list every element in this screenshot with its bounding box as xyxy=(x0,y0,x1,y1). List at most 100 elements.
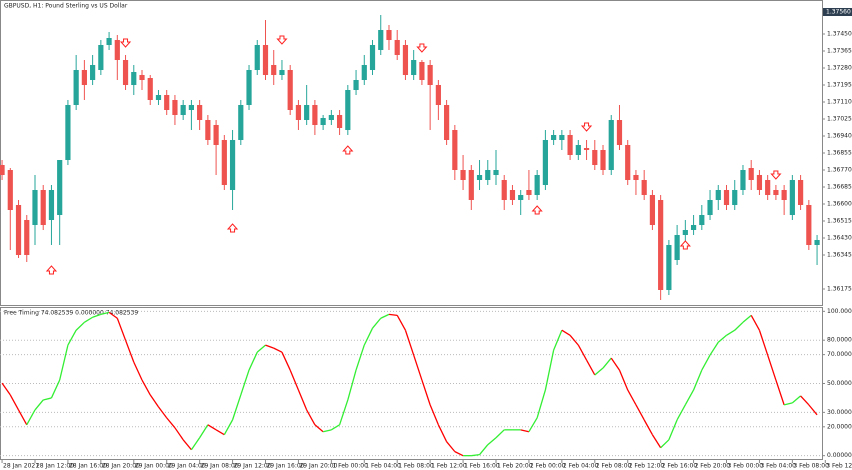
candle-body xyxy=(7,170,13,210)
indicator-segment xyxy=(750,315,761,331)
candle-body xyxy=(246,70,252,105)
candle-body xyxy=(271,65,277,75)
indicator-segment xyxy=(223,419,234,436)
candle-body xyxy=(723,190,730,205)
candle-body xyxy=(625,145,631,180)
indicator-segment xyxy=(149,394,160,408)
indicator-segment xyxy=(520,429,530,433)
y-tick-label: 100.000000 xyxy=(827,308,852,315)
indicator-segment xyxy=(108,311,118,319)
x-tick-label: 2 Feb 16:00 xyxy=(662,463,698,470)
indicator-segment xyxy=(355,344,365,371)
indicator-segment xyxy=(692,369,703,391)
y-tick-label: 1.37195 xyxy=(827,82,852,89)
y-tick-label: 1.37280 xyxy=(827,65,852,72)
candle-body xyxy=(205,120,211,140)
candle-body xyxy=(509,190,516,200)
x-tick-label: 28 Jan 2021 xyxy=(3,463,39,470)
indicator-segment xyxy=(166,417,176,429)
candle-body xyxy=(559,135,565,140)
y-tick-label: 1.36685 xyxy=(827,184,852,191)
indicator-segment xyxy=(26,409,36,426)
candle-body xyxy=(756,175,763,190)
candle-body xyxy=(394,40,400,55)
x-tick-label: 29 Jan 08:00 xyxy=(201,463,239,470)
indicator-segment xyxy=(429,404,439,426)
candle-body xyxy=(748,168,754,180)
candle-body xyxy=(279,70,285,75)
indicator-segment xyxy=(322,429,332,433)
candle-body xyxy=(361,65,367,80)
x-tick-label: 28 Jan 20:00 xyxy=(102,463,140,470)
x-tick-label: 29 Jan 20:00 xyxy=(299,463,337,470)
indicator-segment xyxy=(635,404,645,421)
indicator-segment xyxy=(544,350,555,391)
indicator-segment xyxy=(157,406,168,419)
y-tick-label: 1.36600 xyxy=(827,201,852,208)
candle-body xyxy=(295,105,302,120)
indicator-segment xyxy=(553,329,563,351)
indicator-segment xyxy=(413,354,423,381)
candle-body xyxy=(476,175,483,180)
x-tick-label: 28 Jan 12:00 xyxy=(36,463,74,470)
y-tick-label: 1.36855 xyxy=(827,150,852,157)
candle-body xyxy=(48,190,55,220)
x-tick-label: 1 Feb 08:00 xyxy=(398,463,434,470)
indicator-segment xyxy=(17,409,28,426)
candle-body xyxy=(254,45,260,70)
indicator-segment xyxy=(75,321,85,331)
indicator-segment xyxy=(133,361,143,381)
candle-body xyxy=(600,150,606,170)
indicator-title: Free Timing 74.082539 0.000000 74.082539 xyxy=(4,310,138,317)
sell-arrow xyxy=(770,170,782,180)
indicator-segment xyxy=(174,427,184,441)
indicator-segment xyxy=(240,369,250,396)
indicator-segment xyxy=(43,397,52,401)
indicator-segment xyxy=(454,451,464,457)
candle-body xyxy=(24,220,30,255)
indicator-segment xyxy=(207,424,217,431)
candle-body xyxy=(485,170,491,180)
indicator-segment xyxy=(100,311,110,315)
candle-body xyxy=(122,60,129,85)
y-tick-label: 1.37110 xyxy=(827,99,852,106)
candle-body xyxy=(765,180,771,195)
candle-body xyxy=(789,180,795,215)
indicator-segment xyxy=(215,429,225,436)
candle-body xyxy=(213,125,219,145)
y-tick-label: 1.36770 xyxy=(827,167,852,174)
candle-body xyxy=(139,75,145,80)
x-tick-label: 3 Feb 12:00 xyxy=(826,463,852,470)
candle-body xyxy=(287,70,293,110)
buy-arrow xyxy=(531,205,543,215)
candle-body xyxy=(114,40,120,60)
indicator-segment xyxy=(758,330,769,356)
candle-body xyxy=(180,105,186,115)
x-tick-label: 28 Jan 16:00 xyxy=(69,463,107,470)
price-marker-label: 1.37560 xyxy=(826,9,851,16)
indicator-segment xyxy=(67,329,77,346)
candle-body xyxy=(419,62,425,80)
candle-body xyxy=(781,190,787,200)
candle-body xyxy=(575,145,581,155)
sell-arrow xyxy=(276,35,288,45)
candle-body xyxy=(551,135,557,140)
candle-body xyxy=(164,95,170,110)
indicator-segment xyxy=(199,424,209,439)
indicator-segment xyxy=(248,351,258,371)
indicator-segment xyxy=(528,417,538,433)
candle-body xyxy=(814,240,820,245)
candle-body xyxy=(172,100,178,115)
candle-body xyxy=(690,225,697,230)
candle-body xyxy=(221,140,227,185)
indicator-segment xyxy=(791,395,802,404)
y-tick-label: 20.000000 xyxy=(827,423,852,430)
candle-body xyxy=(155,95,162,100)
indicator-segment xyxy=(602,357,612,369)
candle-body xyxy=(633,175,639,180)
x-tick-label: 1 Feb 00:00 xyxy=(332,463,368,470)
buy-arrow xyxy=(226,223,239,233)
indicator-segment xyxy=(273,347,283,353)
indicator-segment xyxy=(561,329,571,336)
